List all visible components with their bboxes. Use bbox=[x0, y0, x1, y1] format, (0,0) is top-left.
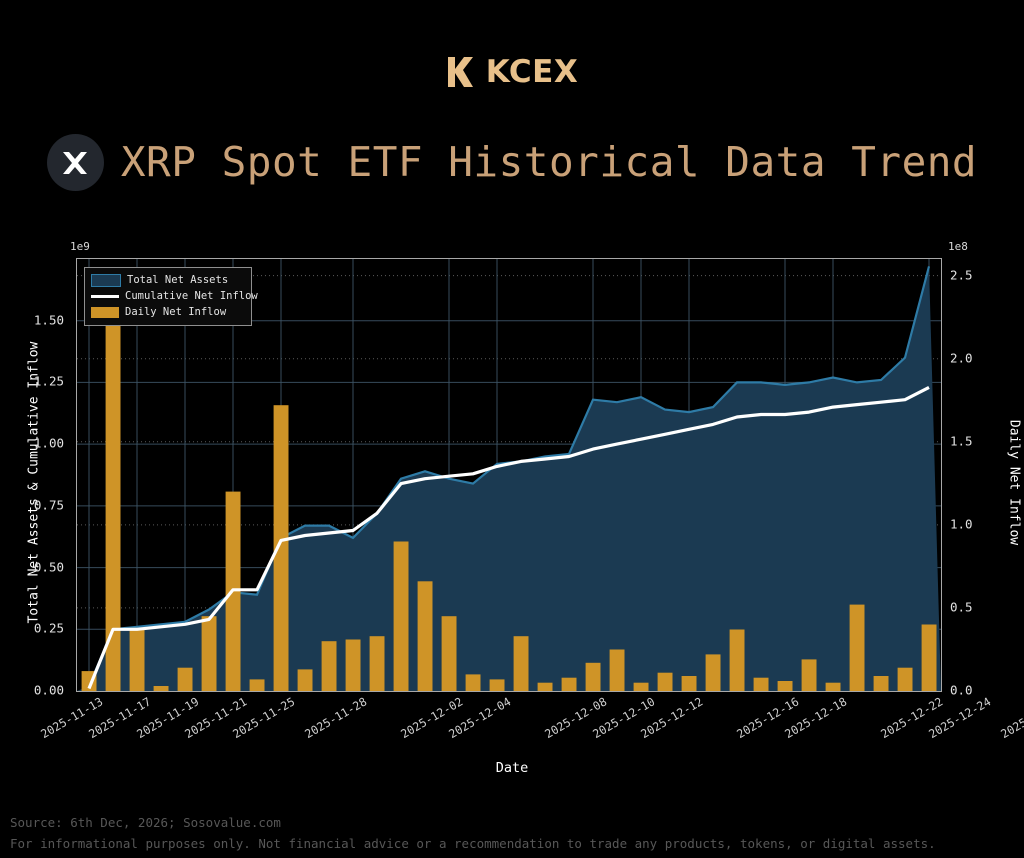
cumulative-net-inflow-line bbox=[87, 385, 930, 690]
brand-header: KCEX bbox=[0, 48, 1024, 96]
right-tick-label: 2.5 bbox=[950, 267, 973, 283]
xrp-logo-icon bbox=[46, 133, 104, 191]
right-axis-title: Daily Net Inflow bbox=[1006, 419, 1022, 546]
legend-item-cumulative-net-inflow[interactable]: Cumulative Net Inflow bbox=[91, 288, 258, 304]
right-tick-label: 0.0 bbox=[950, 682, 973, 698]
brand-name: KCEX bbox=[485, 54, 579, 90]
right-tick-label: 0.5 bbox=[950, 599, 973, 615]
chart-figure: 1e9 1e8 Total Net Assets & Cumulative In… bbox=[0, 236, 1024, 776]
daily-net-inflow-bars bbox=[81, 283, 937, 691]
footer-source: Source: 6th Dec, 2026; Sosovalue.com bbox=[10, 815, 281, 830]
legend-label-total-net-assets: Total Net Assets bbox=[127, 274, 229, 286]
left-axis-multiplier: 1e9 bbox=[70, 240, 90, 253]
kcex-logo-icon bbox=[447, 57, 473, 87]
left-tick-label: 1.50 bbox=[33, 312, 64, 328]
right-tick-label: 1.5 bbox=[950, 433, 973, 449]
legend-swatch-line bbox=[91, 294, 119, 298]
right-axis-multiplier: 1e8 bbox=[948, 240, 968, 253]
left-tick-label: 1.25 bbox=[33, 373, 64, 389]
x-axis-title: Date bbox=[495, 760, 529, 776]
legend-swatch-area bbox=[91, 273, 121, 287]
legend-swatch-bar bbox=[91, 306, 119, 318]
plot-area: Total Net Assets Cumulative Net Inflow D… bbox=[76, 258, 942, 692]
right-tick-label: 2.0 bbox=[950, 350, 973, 366]
legend-label-cumulative-net-inflow: Cumulative Net Inflow bbox=[125, 290, 258, 302]
left-tick-label: 0.25 bbox=[33, 620, 64, 636]
legend-item-daily-net-inflow[interactable]: Daily Net Inflow bbox=[91, 304, 245, 320]
x-tick-label: 2025-11-28 bbox=[302, 694, 370, 742]
chart-legend: Total Net Assets Cumulative Net Inflow D… bbox=[84, 267, 258, 326]
legend-label-daily-net-inflow: Daily Net Inflow bbox=[125, 306, 227, 318]
footer-disclaimer: For informational purposes only. Not fin… bbox=[10, 836, 936, 851]
page-title: XRP Spot ETF Historical Data Trend bbox=[120, 138, 978, 186]
page-title-row: XRP Spot ETF Historical Data Trend bbox=[0, 126, 1024, 198]
footer: Source: 6th Dec, 2026; Sosovalue.com For… bbox=[10, 812, 1010, 854]
left-tick-label: 0.50 bbox=[33, 559, 64, 575]
left-tick-label: 0.00 bbox=[33, 682, 64, 698]
left-tick-label: 0.75 bbox=[33, 497, 64, 513]
legend-item-total-net-assets[interactable]: Total Net Assets bbox=[91, 272, 245, 288]
right-tick-label: 1.0 bbox=[950, 516, 973, 532]
left-tick-label: 1.00 bbox=[33, 435, 64, 451]
